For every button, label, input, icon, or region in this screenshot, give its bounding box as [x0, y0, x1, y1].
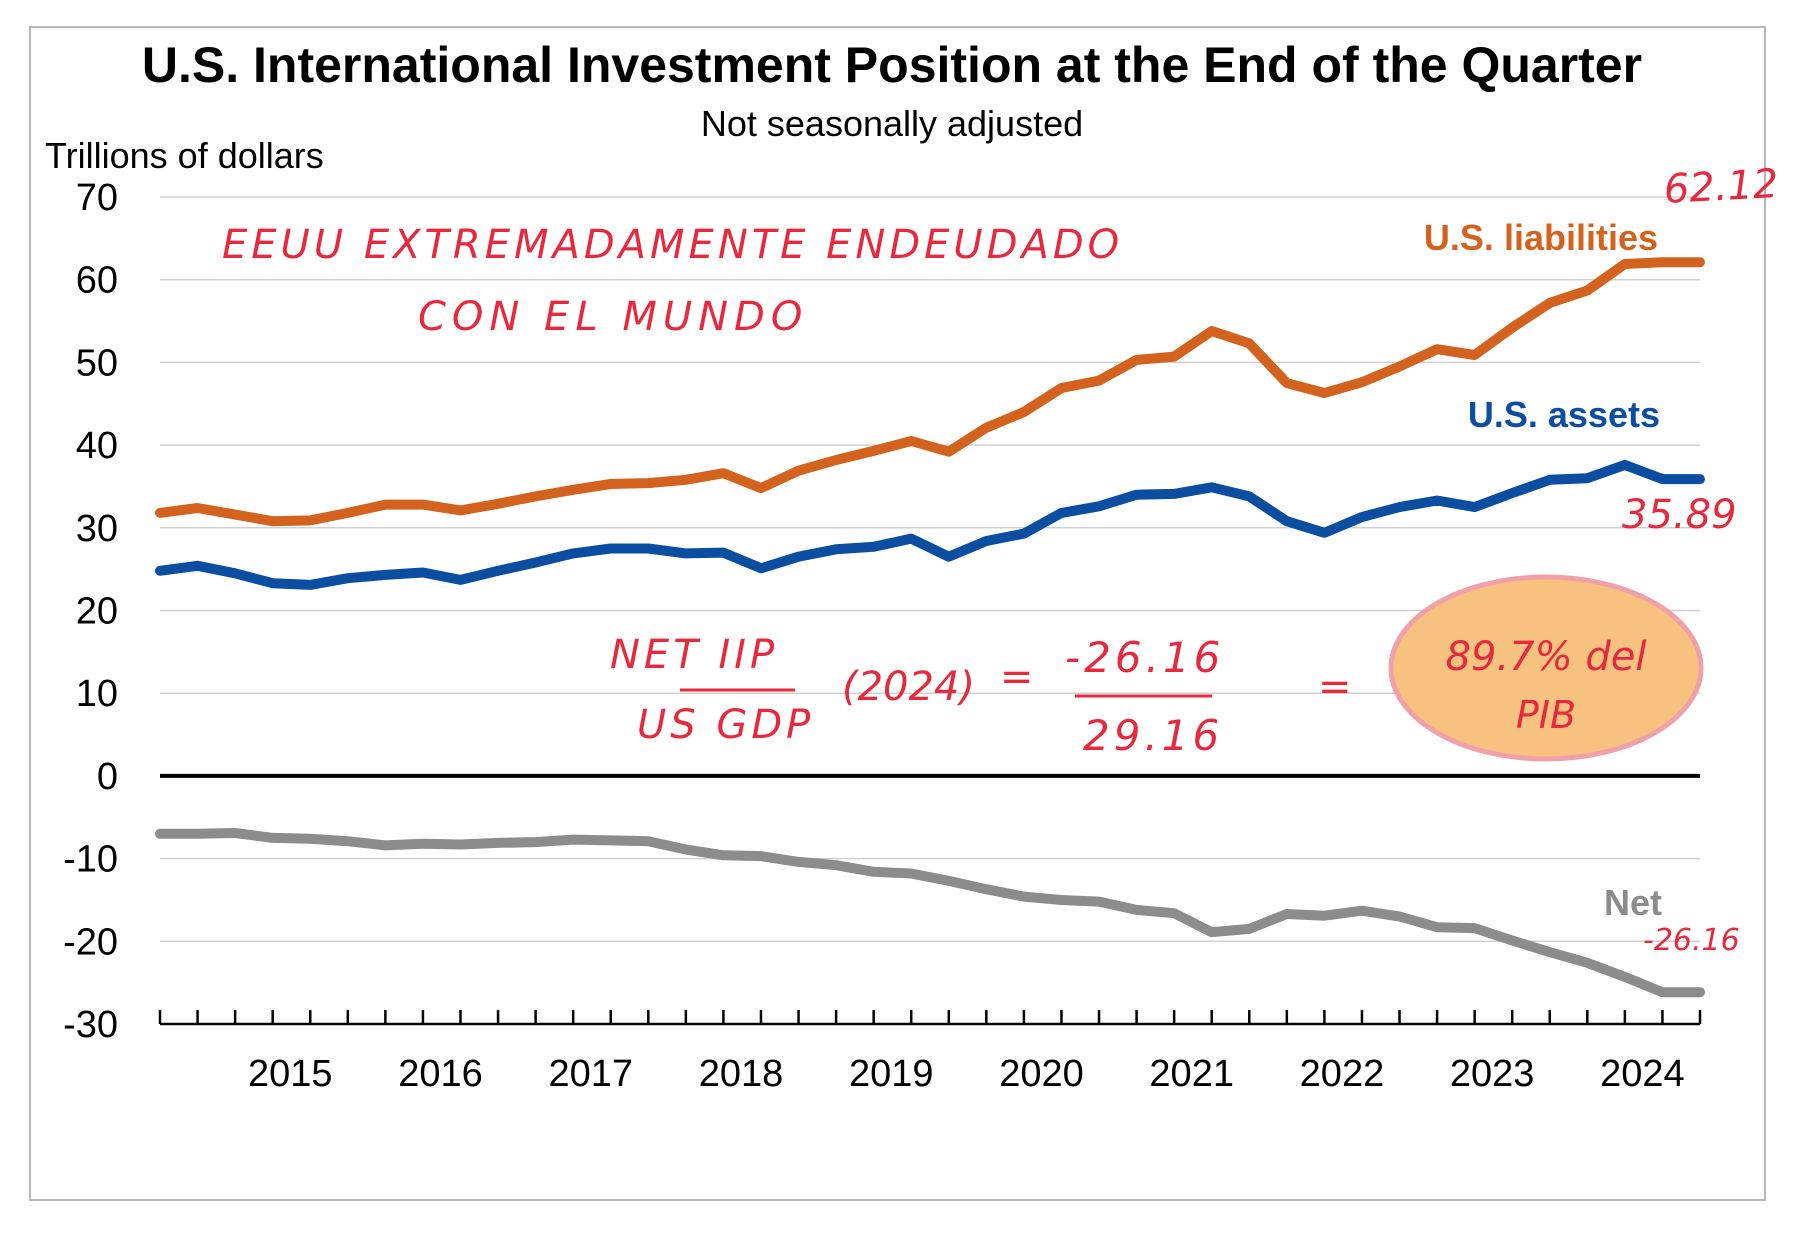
y-tick-label: -30 — [63, 1004, 118, 1046]
x-tick-label: 2018 — [699, 1053, 784, 1095]
x-tick-label: 2023 — [1450, 1053, 1535, 1095]
x-tick-label: 2017 — [548, 1053, 633, 1095]
y-tick-label: 10 — [76, 673, 118, 715]
formula-numerator-left: NET IIP — [610, 632, 778, 678]
handwritten-annotations: 62.12 35.89 -26.16 EEUU EXTREMADAMENTE E… — [222, 161, 1779, 958]
x-tick-label: 2019 — [849, 1053, 934, 1095]
x-tick-label: 2024 — [1600, 1053, 1685, 1095]
chart-subtitle: Not seasonally adjusted — [701, 103, 1083, 144]
x-tick-label: 2016 — [398, 1053, 483, 1095]
note-line-1: EEUU EXTREMADAMENTE ENDEUDADO — [222, 222, 1123, 268]
series-line-assets — [155, 459, 1705, 590]
formula-numerator-right: -26.16 — [1065, 633, 1224, 682]
formula-equals-1: = — [1000, 654, 1034, 700]
series-label-liabilities: U.S. liabilities — [1424, 217, 1658, 258]
y-tick-label: 40 — [76, 425, 118, 467]
y-tick-label: 70 — [76, 177, 118, 219]
y-tick-label: 30 — [76, 508, 118, 550]
formula-year: (2024) — [842, 664, 975, 710]
note-net-value: -26.16 — [1643, 923, 1740, 958]
x-tick-label: 2021 — [1149, 1053, 1234, 1095]
y-tick-label: 60 — [76, 260, 118, 302]
y-tick-label: 20 — [76, 591, 118, 633]
y-axis-label: Trillions of dollars — [45, 135, 324, 176]
y-tick-label: -20 — [63, 921, 118, 963]
note-line-2: CON EL MUNDO — [418, 294, 808, 340]
y-tick-label: 0 — [97, 756, 118, 798]
series-line-liabilities — [155, 257, 1705, 527]
series-lines — [155, 257, 1705, 998]
formula-equals-2: = — [1318, 664, 1352, 710]
series-line-net — [155, 828, 1705, 998]
x-tick-label: 2020 — [999, 1053, 1084, 1095]
result-line-2: PIB — [1516, 693, 1576, 737]
formula-denominator-right: 29.16 — [1083, 711, 1223, 760]
y-tick-labels: 70 60 50 40 30 20 10 0 -10 -20 -30 — [63, 177, 118, 1046]
x-axis: 2015 2016 2017 2018 2019 2020 2021 2022 2023 2024 — [158, 1010, 1702, 1095]
x-tick-label: 2022 — [1300, 1053, 1385, 1095]
chart-title: U.S. International Investment Position a… — [142, 37, 1642, 93]
series-label-net: Net — [1604, 882, 1662, 923]
y-tick-label: -10 — [63, 839, 118, 881]
y-tick-label: 50 — [76, 342, 118, 384]
note-liabilities-value: 62.12 — [1663, 161, 1780, 213]
series-label-assets: U.S. assets — [1468, 394, 1660, 435]
formula-denominator-left: US GDP — [637, 702, 814, 748]
result-highlight-circle — [1388, 574, 1704, 762]
note-assets-value: 35.89 — [1622, 492, 1737, 538]
x-tick-label: 2015 — [248, 1053, 333, 1095]
result-line-1: 89.7% del — [1446, 634, 1647, 680]
